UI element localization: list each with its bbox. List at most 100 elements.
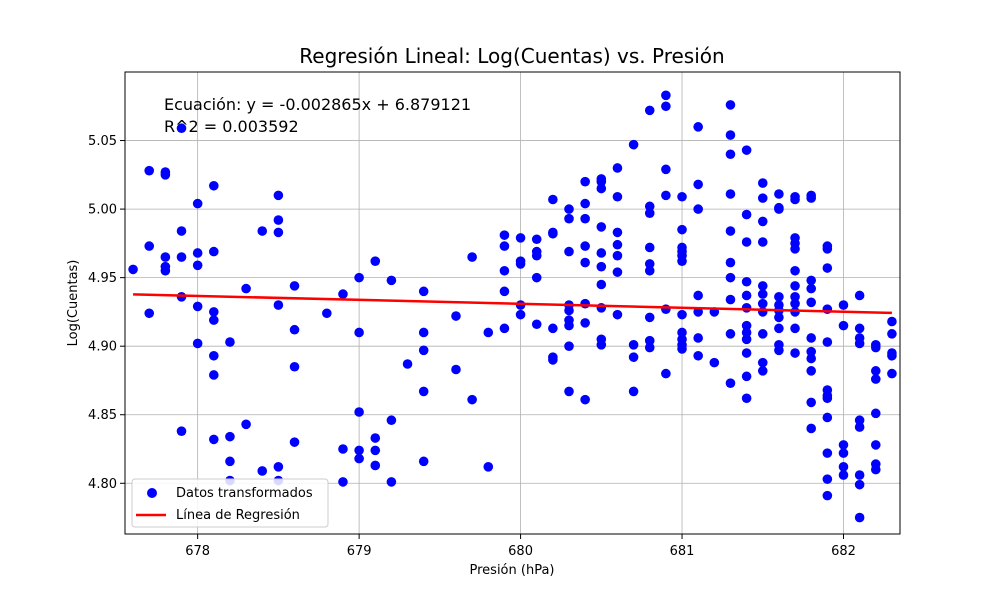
data-point [822, 393, 833, 404]
data-point [273, 215, 284, 225]
data-point [774, 204, 784, 214]
data-point [402, 359, 413, 369]
data-point [612, 267, 623, 277]
data-point [822, 337, 833, 347]
data-point [257, 466, 268, 476]
data-point [451, 364, 461, 375]
x-tick-label: 678 [185, 544, 210, 559]
data-point [192, 198, 203, 209]
data-point [580, 241, 590, 251]
data-point [854, 479, 865, 490]
data-point [757, 281, 768, 291]
data-point [677, 191, 687, 202]
data-point [386, 477, 397, 487]
data-point [887, 329, 897, 339]
series-layer [128, 90, 897, 523]
data-point [548, 323, 558, 334]
data-point [854, 512, 865, 523]
data-point [483, 462, 494, 472]
data-point [354, 407, 364, 417]
data-point [806, 353, 816, 364]
data-point [774, 345, 784, 356]
data-point [144, 308, 155, 319]
data-point [354, 272, 364, 283]
data-point [806, 397, 816, 408]
data-point [661, 164, 671, 175]
data-point [757, 298, 768, 309]
y-tick-label: 4.85 [88, 408, 117, 423]
data-point [806, 193, 816, 203]
data-point [241, 419, 251, 430]
data-point [822, 412, 833, 423]
y-tick-label: 4.95 [88, 271, 117, 286]
data-point [564, 246, 574, 257]
data-point [661, 368, 671, 379]
data-point [790, 281, 800, 291]
data-point [209, 370, 219, 380]
data-point [693, 350, 703, 361]
legend-box [131, 478, 329, 528]
data-point [580, 257, 590, 268]
data-point [887, 368, 897, 379]
data-point [176, 123, 187, 134]
data-point [160, 265, 171, 276]
data-point [806, 297, 816, 308]
data-point [725, 329, 736, 339]
data-point [515, 233, 526, 243]
data-point [790, 244, 800, 254]
data-point [661, 90, 671, 101]
data-point [354, 327, 364, 338]
data-point [386, 415, 397, 426]
data-point [644, 312, 655, 323]
data-point [838, 300, 849, 310]
data-point [499, 265, 510, 276]
data-point [870, 408, 881, 419]
data-point [790, 348, 800, 358]
data-point [596, 340, 607, 350]
data-point [677, 327, 687, 338]
data-point [225, 431, 235, 442]
data-point [160, 170, 171, 180]
data-point [838, 320, 849, 331]
data-point [757, 289, 768, 299]
data-point [854, 338, 865, 349]
data-point [628, 352, 639, 362]
legend: Datos transformados Línea de Regresión [131, 478, 329, 528]
data-point [467, 394, 477, 405]
data-point [644, 342, 655, 353]
data-point [887, 316, 897, 327]
data-point [774, 292, 784, 302]
data-point [741, 237, 752, 247]
data-point [548, 194, 558, 205]
legend-marker-scatter [147, 488, 157, 498]
data-point [531, 250, 542, 261]
data-point [418, 286, 429, 297]
data-point [418, 386, 429, 397]
data-point [338, 477, 348, 487]
data-point [870, 366, 881, 376]
data-point [628, 340, 639, 350]
data-point [806, 283, 816, 294]
data-point [192, 301, 203, 312]
data-point [499, 230, 510, 240]
data-point [741, 290, 752, 301]
data-point [596, 302, 607, 313]
data-point [273, 300, 284, 310]
legend-label-line: Línea de Regresión [176, 508, 300, 523]
data-point [870, 464, 881, 475]
data-point [644, 105, 655, 116]
data-point [741, 348, 752, 358]
data-point [467, 252, 477, 262]
data-point [870, 374, 881, 384]
data-point [289, 281, 300, 291]
data-point [741, 302, 752, 313]
data-point [870, 342, 881, 353]
data-point [709, 357, 720, 368]
data-point [628, 139, 639, 150]
data-point [806, 275, 816, 286]
data-point [564, 386, 574, 397]
data-point [564, 341, 574, 351]
data-point [596, 222, 607, 232]
data-point [580, 394, 590, 405]
